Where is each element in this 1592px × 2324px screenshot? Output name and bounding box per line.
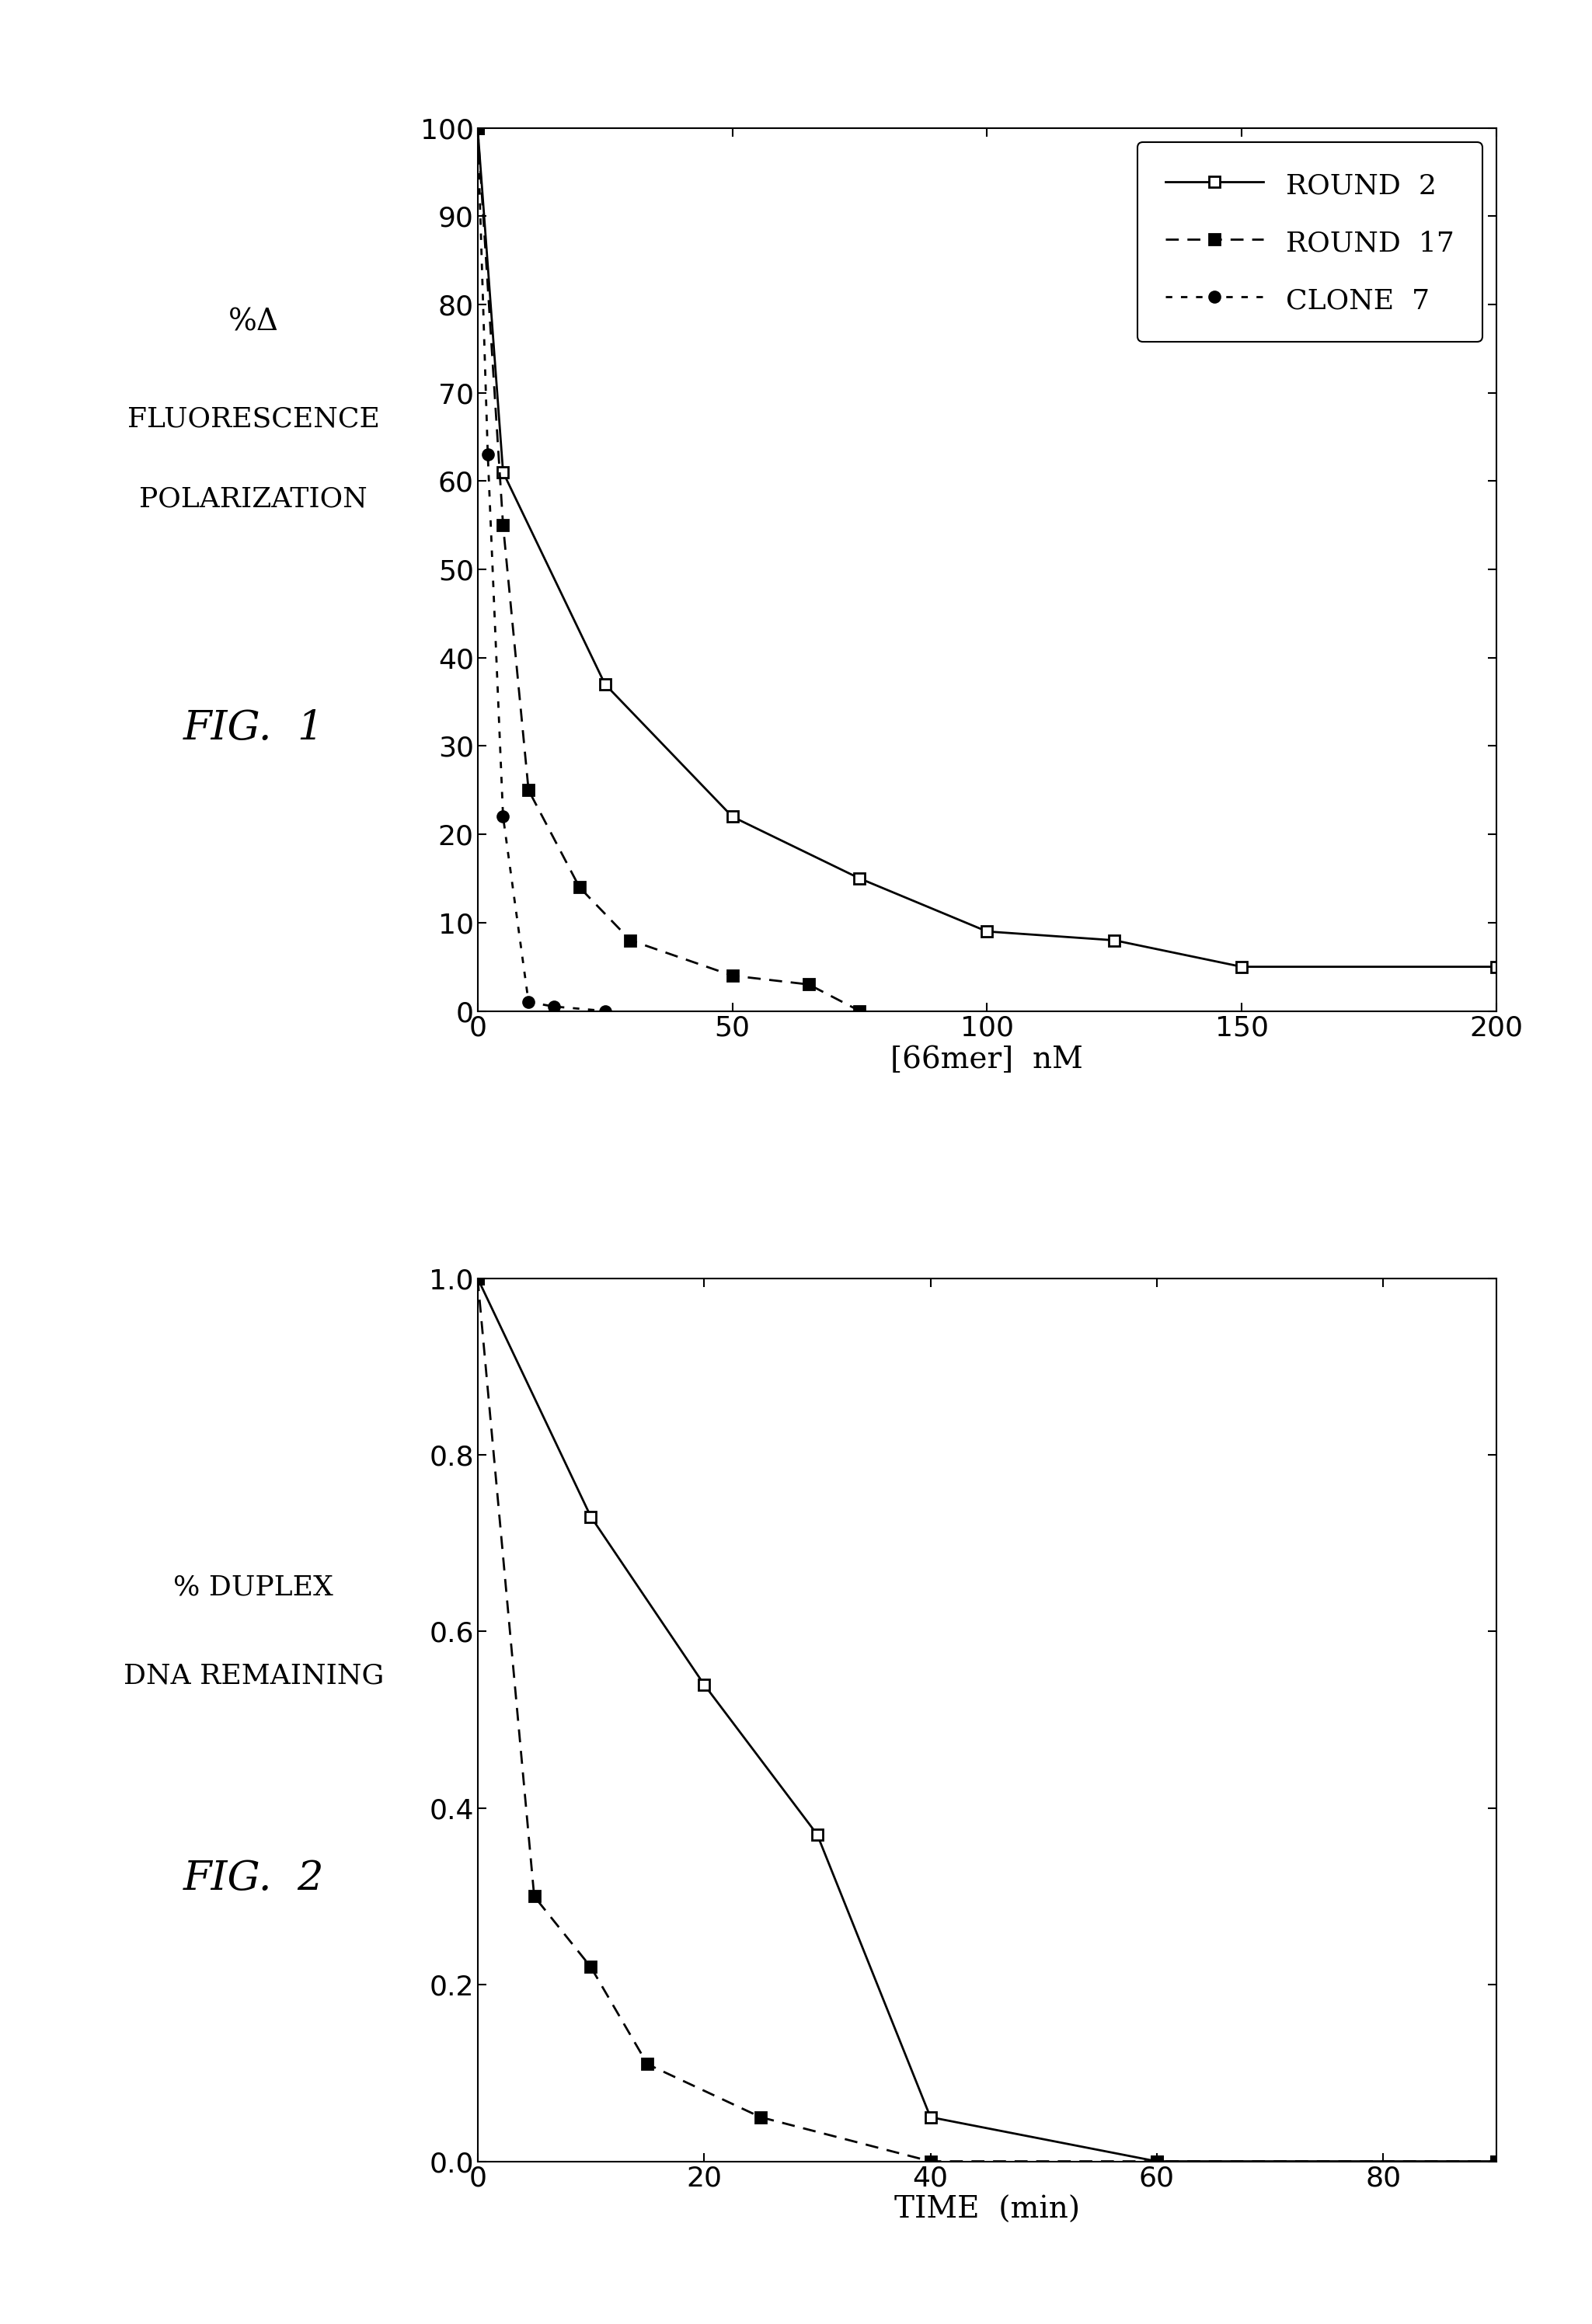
Text: FIG.  1: FIG. 1 bbox=[183, 709, 323, 748]
X-axis label: [66mer]  nM: [66mer] nM bbox=[892, 1046, 1083, 1074]
Legend: ROUND  2, ROUND  17, CLONE  7: ROUND 2, ROUND 17, CLONE 7 bbox=[1137, 142, 1482, 342]
X-axis label: TIME  (min): TIME (min) bbox=[895, 2196, 1079, 2224]
Text: FLUORESCENCE: FLUORESCENCE bbox=[127, 407, 379, 432]
Text: % DUPLEX: % DUPLEX bbox=[174, 1573, 333, 1601]
Text: DNA REMAINING: DNA REMAINING bbox=[123, 1662, 384, 1690]
Text: %Δ: %Δ bbox=[228, 307, 279, 337]
Text: FIG.  2: FIG. 2 bbox=[183, 1859, 323, 1899]
Text: POLARIZATION: POLARIZATION bbox=[140, 486, 368, 511]
